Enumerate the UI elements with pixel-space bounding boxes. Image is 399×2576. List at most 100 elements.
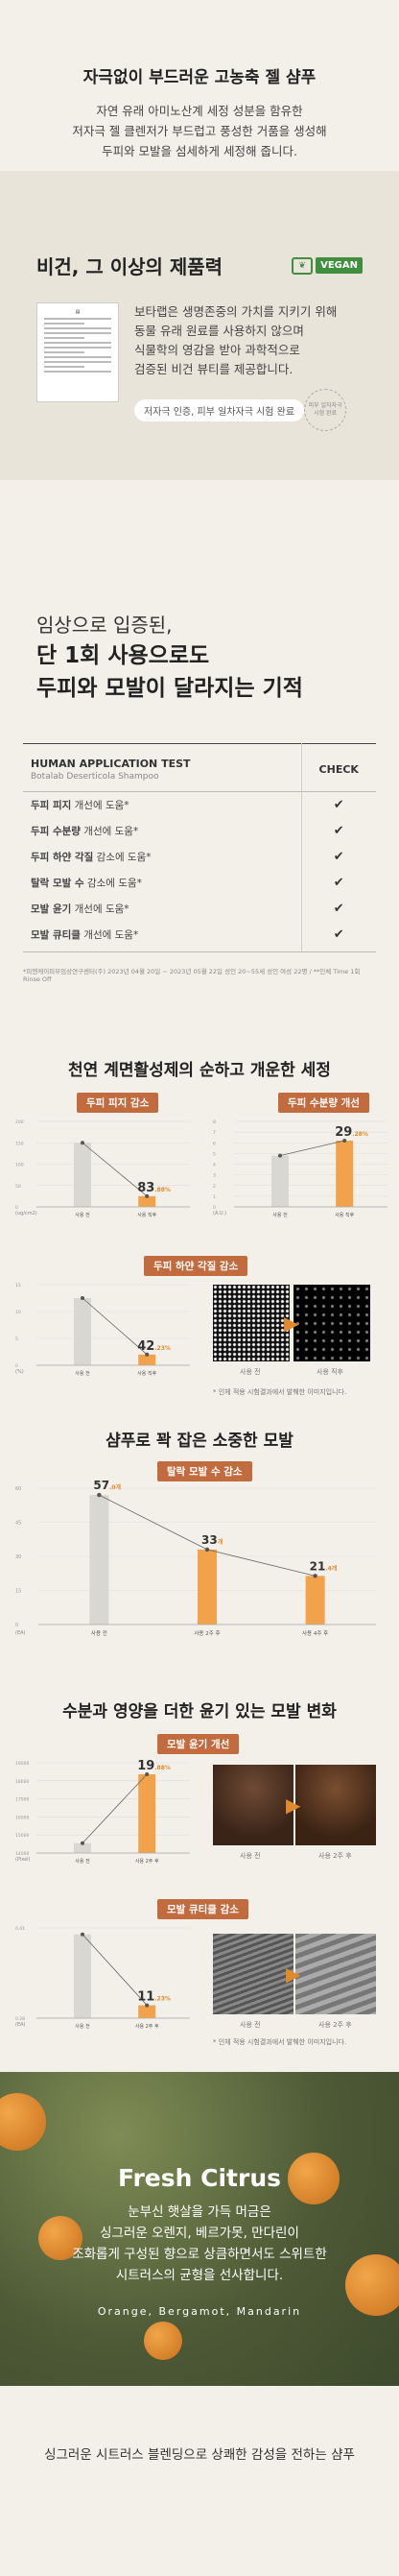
data-label: 57.0개 bbox=[93, 1479, 121, 1492]
x-tick-label: 사용 전 bbox=[75, 2023, 90, 2030]
y-tick-label: 15000 bbox=[15, 1833, 29, 1839]
intro-title: 자극없이 부드러운 고농축 젤 샴푸 bbox=[82, 68, 317, 87]
fragrance-notes: Orange, Bergamot, Mandarin bbox=[97, 2305, 302, 2318]
vegan-section: 비건, 그 이상의 제품력 ❦ VEGAN ▤ 보타랩은 생명존중의 가치를 지… bbox=[0, 171, 399, 480]
hair-loss-section: 샴푸로 꽉 잡은 소중한 모발 탈락 모발 수 감소 60 45 30 15 0 (EA)… bbox=[0, 1423, 399, 1678]
trend-line bbox=[82, 1934, 148, 2006]
arrow-right-icon: ▶ bbox=[286, 1962, 301, 1986]
y-tick-label: 30 bbox=[15, 1554, 21, 1560]
test-table: HUMAN APPLICATION TEST Botalab Deserticol… bbox=[23, 743, 376, 952]
vegan-certificate-image: ▤ bbox=[36, 302, 119, 402]
citrus-line: 싱그러운 오렌지, 베르가못, 만다린이 bbox=[100, 2226, 299, 2241]
citrus-line: 눈부신 햇살을 가득 머금은 bbox=[128, 2204, 271, 2220]
orange-image bbox=[0, 2093, 46, 2151]
y-tick-label: 18000 bbox=[15, 1779, 29, 1785]
photo-caption: 사용 2주 후 bbox=[318, 1852, 352, 1860]
table-row: 두피 하얀 각질 감소에 도움* ✔ bbox=[23, 844, 376, 870]
test-subtitle: Botalab Deserticola Shampoo bbox=[31, 772, 159, 782]
vegan-line: 식물학의 영감을 받아 과학적으로 bbox=[134, 343, 300, 357]
data-label: 83.88% bbox=[137, 1181, 171, 1195]
hair-loss-title: 샴푸로 꽉 잡은 소중한 모발 bbox=[106, 1432, 293, 1451]
data-point bbox=[81, 1841, 84, 1845]
image-note: * 인체 적용 시험결과에서 발췌한 이미지입니다. bbox=[213, 2038, 347, 2046]
data-label: 42.23% bbox=[137, 1339, 171, 1354]
vegan-line: 검증된 비건 뷰티를 제공합니다. bbox=[134, 362, 293, 376]
x-tick-label: 사용 직후 bbox=[137, 1370, 156, 1377]
arrow-right-icon: ▶ bbox=[284, 1312, 299, 1335]
scalp-section: 천연 계면활성제의 순하고 개운한 세정 두피 피지 감소 두피 수분량 개선 … bbox=[0, 1020, 399, 1423]
chart-label: 두피 피지 감소 bbox=[77, 1093, 159, 1113]
arrow-right-icon: ▶ bbox=[286, 1794, 301, 1817]
chart-label: 두피 하얀 각질 감소 bbox=[144, 1256, 248, 1276]
cuticle-before-image bbox=[213, 1934, 293, 2014]
bar bbox=[305, 1576, 325, 1625]
scalp-after-image bbox=[293, 1285, 370, 1361]
x-tick-label: 사용 전 bbox=[75, 1212, 90, 1218]
photo-caption: 사용 전 bbox=[240, 1368, 261, 1376]
orange-image bbox=[144, 2322, 182, 2360]
y-tick-label: 15 bbox=[15, 1283, 21, 1288]
x-tick-label: 사용 전 bbox=[75, 1858, 90, 1865]
y-tick-label: 3 bbox=[213, 1173, 216, 1179]
hair-after-image bbox=[295, 1765, 376, 1845]
y-tick-label: 16000 bbox=[15, 1815, 29, 1820]
bar bbox=[74, 1143, 91, 1207]
intro-line: 저자극 젤 클렌저가 부드럽고 풍성한 거품을 생성해 bbox=[72, 124, 327, 138]
chart-label: 두피 수분량 개선 bbox=[278, 1093, 369, 1113]
cuticle-chart: 0.41 0.28(EA) 사용 전 사용 2주 후 11.23% bbox=[15, 1926, 190, 2030]
check-icon: ✔ bbox=[300, 791, 376, 818]
y-tick-label: 4 bbox=[213, 1163, 216, 1168]
x-tick-label: 사용 직후 bbox=[335, 1212, 354, 1218]
hair-before-image bbox=[213, 1765, 293, 1845]
trend-line bbox=[82, 1142, 148, 1197]
y-tick-label: 5 bbox=[15, 1336, 18, 1342]
bar bbox=[138, 1773, 156, 1853]
vegan-badge-label: VEGAN bbox=[316, 257, 363, 274]
image-note: * 인체 적용 시험결과에서 발췌한 이미지입니다. bbox=[213, 1388, 347, 1396]
bar bbox=[198, 1549, 217, 1625]
vegan-note: 저자극 인증, 피부 일차자극 시험 완료 bbox=[134, 398, 305, 421]
x-tick-label: 사용 전 bbox=[75, 1370, 90, 1377]
certificate-seal-icon: ▤ bbox=[75, 309, 81, 315]
check-icon: ✔ bbox=[300, 818, 376, 844]
y-unit-label: (A.U.) bbox=[213, 1211, 226, 1216]
y-tick-label: 200 bbox=[15, 1119, 24, 1125]
dandruff-chart: 15 10 5 0(%) 사용 전 사용 직후 42.23% bbox=[15, 1283, 190, 1377]
clinical-title-1: 임상으로 입증된, bbox=[36, 614, 173, 637]
scalp-before-image bbox=[213, 1285, 290, 1361]
trend-line bbox=[99, 1494, 208, 1551]
intro-line: 자연 유래 아미노산계 세정 성분을 함유한 bbox=[96, 104, 303, 118]
check-icon: ✔ bbox=[300, 922, 376, 952]
table-row: 모발 큐티클 개선에 도움* ✔ bbox=[23, 922, 376, 952]
check-icon: ✔ bbox=[300, 844, 376, 870]
y-tick-label: 50 bbox=[15, 1184, 21, 1190]
y-tick-label: 17000 bbox=[15, 1797, 29, 1803]
clinical-title-2a: 단 1회 사용으로도 bbox=[36, 643, 210, 668]
test-name: HUMAN APPLICATION TEST bbox=[31, 758, 191, 770]
gloss-chart: 19000 18000 17000 16000 15000 14000(Pixel) 사용 … bbox=[15, 1759, 190, 1865]
data-point bbox=[313, 1574, 317, 1578]
data-label: 21.4개 bbox=[310, 1559, 338, 1573]
citrus-title: Fresh Citrus bbox=[117, 2164, 282, 2192]
table-row: 모발 윤기 개선에 도움* ✔ bbox=[23, 896, 376, 922]
y-unit-label: (Pixel) bbox=[15, 1857, 31, 1863]
trend-line bbox=[206, 1549, 316, 1577]
photo-caption: 사용 전 bbox=[240, 1852, 261, 1860]
data-point bbox=[145, 1771, 150, 1776]
shine-title: 수분과 영양을 더한 윤기 있는 모발 변화 bbox=[62, 1702, 337, 1721]
sebum-chart: 200 150 100 50 0(ug/cm2) 사용 전 사용 직후 83.88% bbox=[15, 1119, 190, 1218]
y-tick-label: 2 bbox=[213, 1184, 216, 1190]
leaf-icon: ❦ bbox=[292, 256, 314, 275]
intro-line: 두피와 모발을 섬세하게 세정해 줍니다. bbox=[102, 144, 297, 158]
table-row: 두피 피지 개선에 도움* ✔ bbox=[23, 791, 376, 818]
bar bbox=[271, 1155, 289, 1207]
trend-line bbox=[82, 1297, 148, 1356]
citrus-section: Fresh Citrus 눈부신 햇살을 가득 머금은 싱그러운 오렌지, 베르… bbox=[0, 2072, 399, 2386]
scalp-title: 천연 계면활성제의 순하고 개운한 세정 bbox=[68, 1061, 331, 1080]
check-header: CHECK bbox=[300, 743, 376, 792]
y-tick-label: 1 bbox=[213, 1194, 216, 1200]
x-tick-label: 사용 2주 후 bbox=[135, 2023, 159, 2030]
y-tick-label: 45 bbox=[15, 1521, 21, 1527]
data-point bbox=[97, 1492, 102, 1498]
